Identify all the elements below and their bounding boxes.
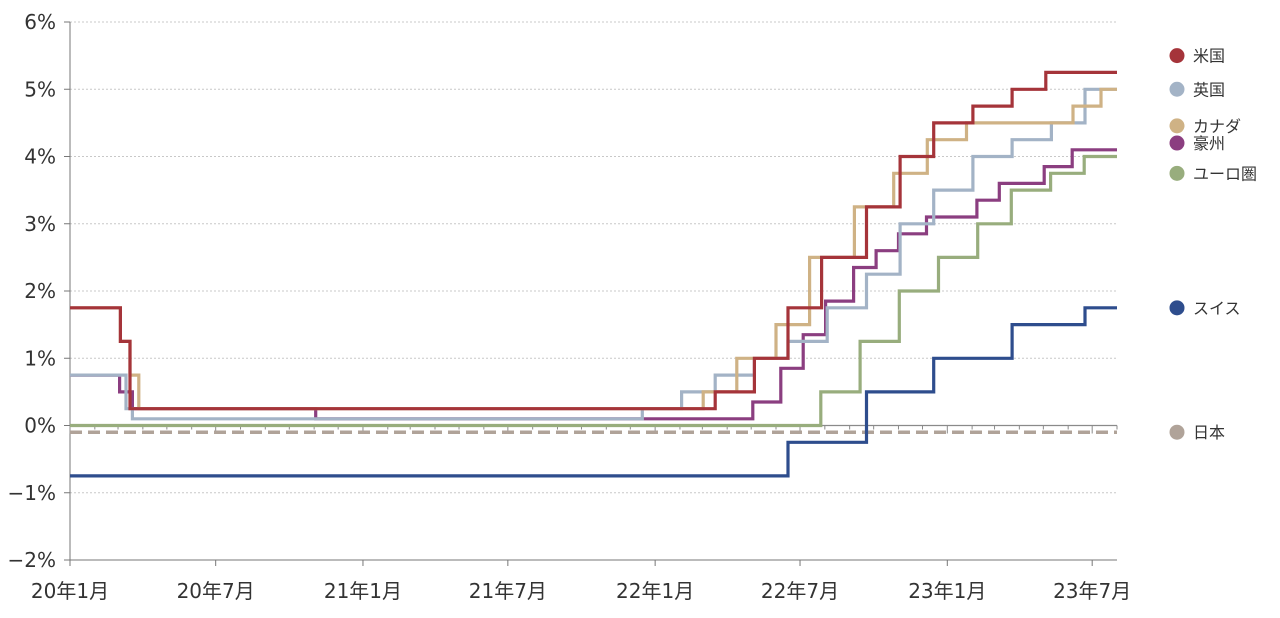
x-tick-label: 20年7月 bbox=[177, 579, 255, 603]
x-tick-label: 22年1月 bbox=[616, 579, 694, 603]
y-tick-label: 2% bbox=[24, 279, 56, 303]
series-line-3 bbox=[70, 87, 1117, 411]
y-tick-label: 6% bbox=[24, 10, 56, 34]
legend-label: カナダ bbox=[1193, 117, 1241, 136]
legend-label: 米国 bbox=[1193, 47, 1225, 66]
legend-swatch-icon bbox=[1169, 135, 1185, 151]
series-line-5 bbox=[70, 154, 1117, 428]
x-tick-label: 23年1月 bbox=[908, 579, 986, 603]
y-tick-label: −1% bbox=[8, 481, 57, 505]
y-tick-label: −2% bbox=[8, 548, 57, 572]
legend-label: 豪州 bbox=[1193, 134, 1225, 153]
x-tick-label: 21年1月 bbox=[324, 579, 402, 603]
legend-label: スイス bbox=[1193, 299, 1241, 318]
legend-swatch-icon bbox=[1169, 81, 1185, 97]
series-lines bbox=[70, 70, 1117, 478]
series-line-6 bbox=[70, 306, 1117, 478]
legend-label: 日本 bbox=[1193, 423, 1225, 442]
legend-swatch-icon bbox=[1169, 165, 1185, 181]
x-tick-label: 20年1月 bbox=[31, 579, 109, 603]
legend-label: 英国 bbox=[1193, 80, 1225, 99]
legend-swatch-icon bbox=[1169, 118, 1185, 134]
legend-swatch-icon bbox=[1169, 424, 1185, 440]
y-tick-label: 1% bbox=[24, 346, 56, 370]
legend-swatch-icon bbox=[1169, 48, 1185, 64]
series-line-2 bbox=[70, 87, 1117, 421]
x-tick-label: 22年7月 bbox=[761, 579, 839, 603]
series-line-4 bbox=[70, 148, 1117, 421]
series-line-1 bbox=[70, 70, 1117, 411]
gridlines bbox=[70, 21, 1117, 561]
y-tick-label: 4% bbox=[24, 145, 56, 169]
x-tick-label: 23年7月 bbox=[1053, 579, 1131, 603]
y-tick-label: 5% bbox=[24, 77, 56, 101]
y-tick-label: 0% bbox=[24, 414, 56, 438]
axes: 6% 5% 4% 3% 2% 1% 0% −1% −2% 20年1月 20年7月 21年1月 21年7月… bbox=[8, 10, 1132, 603]
legend-label: ユーロ圏 bbox=[1193, 164, 1257, 183]
legend-swatch-icon bbox=[1169, 300, 1185, 316]
y-tick-label: 3% bbox=[24, 212, 56, 236]
x-tick-label: 21年7月 bbox=[469, 579, 547, 603]
